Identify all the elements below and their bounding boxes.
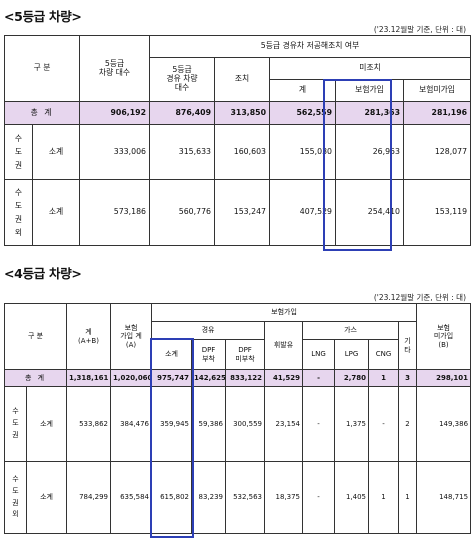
table-cell: 41,529 xyxy=(264,369,304,387)
table-row: 수 도 권 소계 333,006 315,633 160,603 155,030… xyxy=(4,124,472,180)
total-label: 총 계 xyxy=(3,101,81,125)
table-cell: 83,239 xyxy=(191,461,227,534)
grade5-table: 구 분 5등급 차량 대수 5등급 경유차 저공해조치 여부 5등급 경유 차량… xyxy=(3,35,472,246)
header-uninsured: 보험미가입 xyxy=(403,79,472,102)
table-row: 수 도 권 소계 533,862 384,476 359,945 59,386 … xyxy=(4,386,472,462)
header-insured-group: 보험가입 xyxy=(151,303,418,322)
table-cell: 533,862 xyxy=(66,386,112,462)
header-total: 계 (A+B) xyxy=(66,303,112,370)
table-cell: - xyxy=(368,386,400,462)
table-cell: - xyxy=(302,369,336,387)
table-cell: 2,780 xyxy=(334,369,370,387)
table-row: 수 도 권 외 소계 784,299 635,584 615,802 83,23… xyxy=(4,461,472,534)
table-cell: 281,196 xyxy=(403,101,472,125)
header-dpf-not: DPF 미부착 xyxy=(225,339,266,370)
table-cell: 560,776 xyxy=(149,179,216,246)
table-cell: 148,715 xyxy=(416,461,472,534)
table-cell: 160,603 xyxy=(214,124,271,180)
table-cell: 876,409 xyxy=(149,101,216,125)
header-insured-total: 보험 가입 계 (A) xyxy=(110,303,153,370)
table-cell: 59,386 xyxy=(191,386,227,462)
header-subtotal: 소계 xyxy=(151,339,193,370)
table-cell: 384,476 xyxy=(110,386,153,462)
subtotal-label: 소계 xyxy=(25,461,68,534)
table-cell: 1,405 xyxy=(334,461,370,534)
section1-title: <5등급 차량> xyxy=(4,9,82,24)
table-cell: 281,363 xyxy=(335,101,405,125)
table-cell: 562,559 xyxy=(269,101,337,125)
table-cell: 615,802 xyxy=(151,461,193,534)
table-cell: 333,006 xyxy=(79,124,151,180)
subtotal-label: 소계 xyxy=(25,386,68,462)
header-group: 5등급 경유차 저공해조치 여부 xyxy=(149,35,472,58)
table-cell: 1 xyxy=(368,369,400,387)
table-cell: 573,186 xyxy=(79,179,151,246)
table-cell: 532,563 xyxy=(225,461,266,534)
header-diesel: 경유 xyxy=(151,321,266,340)
table-cell: 784,299 xyxy=(66,461,112,534)
header-lng: LNG xyxy=(302,339,336,370)
region-label: 수 도 권 xyxy=(4,124,33,180)
total-row: 총 계 1,318,161 1,020,060 975,747 142,625 … xyxy=(3,369,472,387)
table-cell: 407,529 xyxy=(269,179,337,246)
table-cell: 1 xyxy=(368,461,400,534)
header-cng: CNG xyxy=(368,339,400,370)
table-cell: 149,386 xyxy=(416,386,472,462)
total-row: 총 계 906,192 876,409 313,850 562,559 281,… xyxy=(3,101,472,125)
header-dpf-attached: DPF 부착 xyxy=(191,339,227,370)
header-gas: 가스 xyxy=(302,321,400,340)
header-total-vehicles: 5등급 차량 대수 xyxy=(79,35,151,102)
region-label: 수 도 권 xyxy=(4,386,27,462)
table-cell: 975,747 xyxy=(151,369,193,387)
section2-unit-note: ('23.12월말 기준, 단위 : 대) xyxy=(373,293,466,302)
table-cell: 315,633 xyxy=(149,124,216,180)
table-cell: 2 xyxy=(398,386,418,462)
table-cell: 155,030 xyxy=(269,124,337,180)
header-gubun: 구 분 xyxy=(3,35,81,102)
section1-unit-note: ('23.12월말 기준, 단위 : 대) xyxy=(373,25,466,34)
section2-title: <4등급 차량> xyxy=(4,266,82,281)
table-cell: 833,122 xyxy=(225,369,266,387)
table-cell: 254,410 xyxy=(335,179,405,246)
grade4-table: 구 분 계 (A+B) 보험 가입 계 (A) 보험가입 보험 미가입 (B) … xyxy=(3,303,472,534)
table-cell: 359,945 xyxy=(151,386,193,462)
header-gasoline: 휘발유 xyxy=(264,321,304,370)
total-label: 총 계 xyxy=(3,369,68,387)
table-cell: 313,850 xyxy=(214,101,271,125)
header-uninsured: 보험 미가입 (B) xyxy=(416,303,472,370)
table-cell: - xyxy=(302,386,336,462)
table-cell: 18,375 xyxy=(264,461,304,534)
subtotal-label: 소계 xyxy=(31,179,81,246)
region-label: 수 도 권 외 xyxy=(4,461,27,534)
header-done: 조치 xyxy=(214,57,271,102)
header-notdone: 미조치 xyxy=(269,57,472,80)
header-lpg: LPG xyxy=(334,339,370,370)
table-cell: 1,375 xyxy=(334,386,370,462)
table-cell: 1,318,161 xyxy=(66,369,112,387)
table-cell: 26,953 xyxy=(335,124,405,180)
header-sum: 계 xyxy=(269,79,337,102)
table-cell: 906,192 xyxy=(79,101,151,125)
subtotal-label: 소계 xyxy=(31,124,81,180)
header-insured: 보험가입 xyxy=(335,79,405,102)
table-cell: 142,625 xyxy=(191,369,227,387)
table-cell: 153,247 xyxy=(214,179,271,246)
table-row: 수 도 권 외 소계 573,186 560,776 153,247 407,5… xyxy=(4,179,472,246)
table-cell: 1 xyxy=(398,461,418,534)
table-cell: 1,020,060 xyxy=(110,369,153,387)
table-cell: 3 xyxy=(398,369,418,387)
header-etc: 기 타 xyxy=(398,321,418,370)
region-label: 수 도 권 외 xyxy=(4,179,33,246)
table-cell: 153,119 xyxy=(403,179,472,246)
header-gubun: 구 분 xyxy=(3,303,68,370)
table-cell: 635,584 xyxy=(110,461,153,534)
table-cell: 300,559 xyxy=(225,386,266,462)
table-cell: 128,077 xyxy=(403,124,472,180)
header-diesel-vehicles: 5등급 경유 차량 대수 xyxy=(149,57,216,102)
table-cell: 23,154 xyxy=(264,386,304,462)
table-cell: 298,101 xyxy=(416,369,472,387)
table-cell: - xyxy=(302,461,336,534)
